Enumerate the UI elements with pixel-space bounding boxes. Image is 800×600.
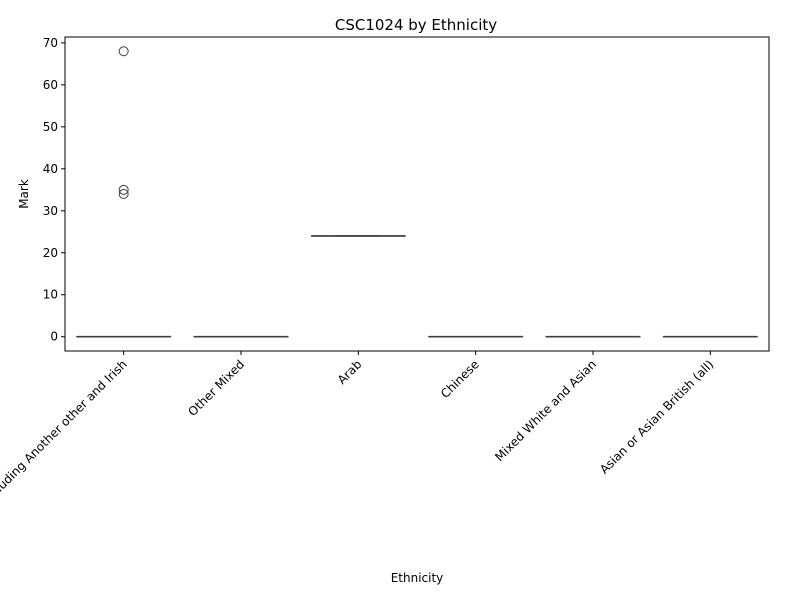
plot-frame bbox=[64, 36, 770, 352]
y-tick-label: 0 bbox=[50, 330, 58, 344]
y-tick-label: 60 bbox=[43, 78, 58, 92]
y-tick-label: 50 bbox=[43, 120, 58, 134]
outlier-point bbox=[118, 189, 129, 199]
x-axis-ticks: White including Another other and Irish O… bbox=[0, 351, 716, 534]
box-1 bbox=[76, 46, 172, 338]
y-tick-label: 40 bbox=[43, 162, 58, 176]
x-tick-label: Mixed White and Asian bbox=[492, 357, 599, 464]
y-tick-label: 20 bbox=[43, 246, 58, 260]
x-tick-label: White including Another other and Irish bbox=[0, 357, 130, 534]
x-axis-label: Ethnicity bbox=[391, 571, 444, 585]
outlier-point bbox=[118, 184, 129, 195]
x-tick-label: Chinese bbox=[438, 357, 482, 401]
y-axis-ticks: 0 10 20 30 40 50 60 70 bbox=[43, 36, 65, 344]
y-tick-label: 10 bbox=[43, 288, 58, 302]
chart-title: CSC1024 by Ethnicity bbox=[335, 16, 497, 34]
x-tick-label: Asian or Asian British (all) bbox=[597, 357, 716, 476]
y-tick-label: 30 bbox=[43, 204, 58, 218]
y-axis-label: Mark bbox=[17, 179, 31, 209]
y-tick-label: 70 bbox=[43, 36, 58, 50]
x-tick-label: Other Mixed bbox=[185, 357, 247, 419]
chart-marks bbox=[76, 46, 758, 338]
outlier-point bbox=[118, 46, 129, 57]
x-tick-label: Arab bbox=[335, 357, 365, 387]
